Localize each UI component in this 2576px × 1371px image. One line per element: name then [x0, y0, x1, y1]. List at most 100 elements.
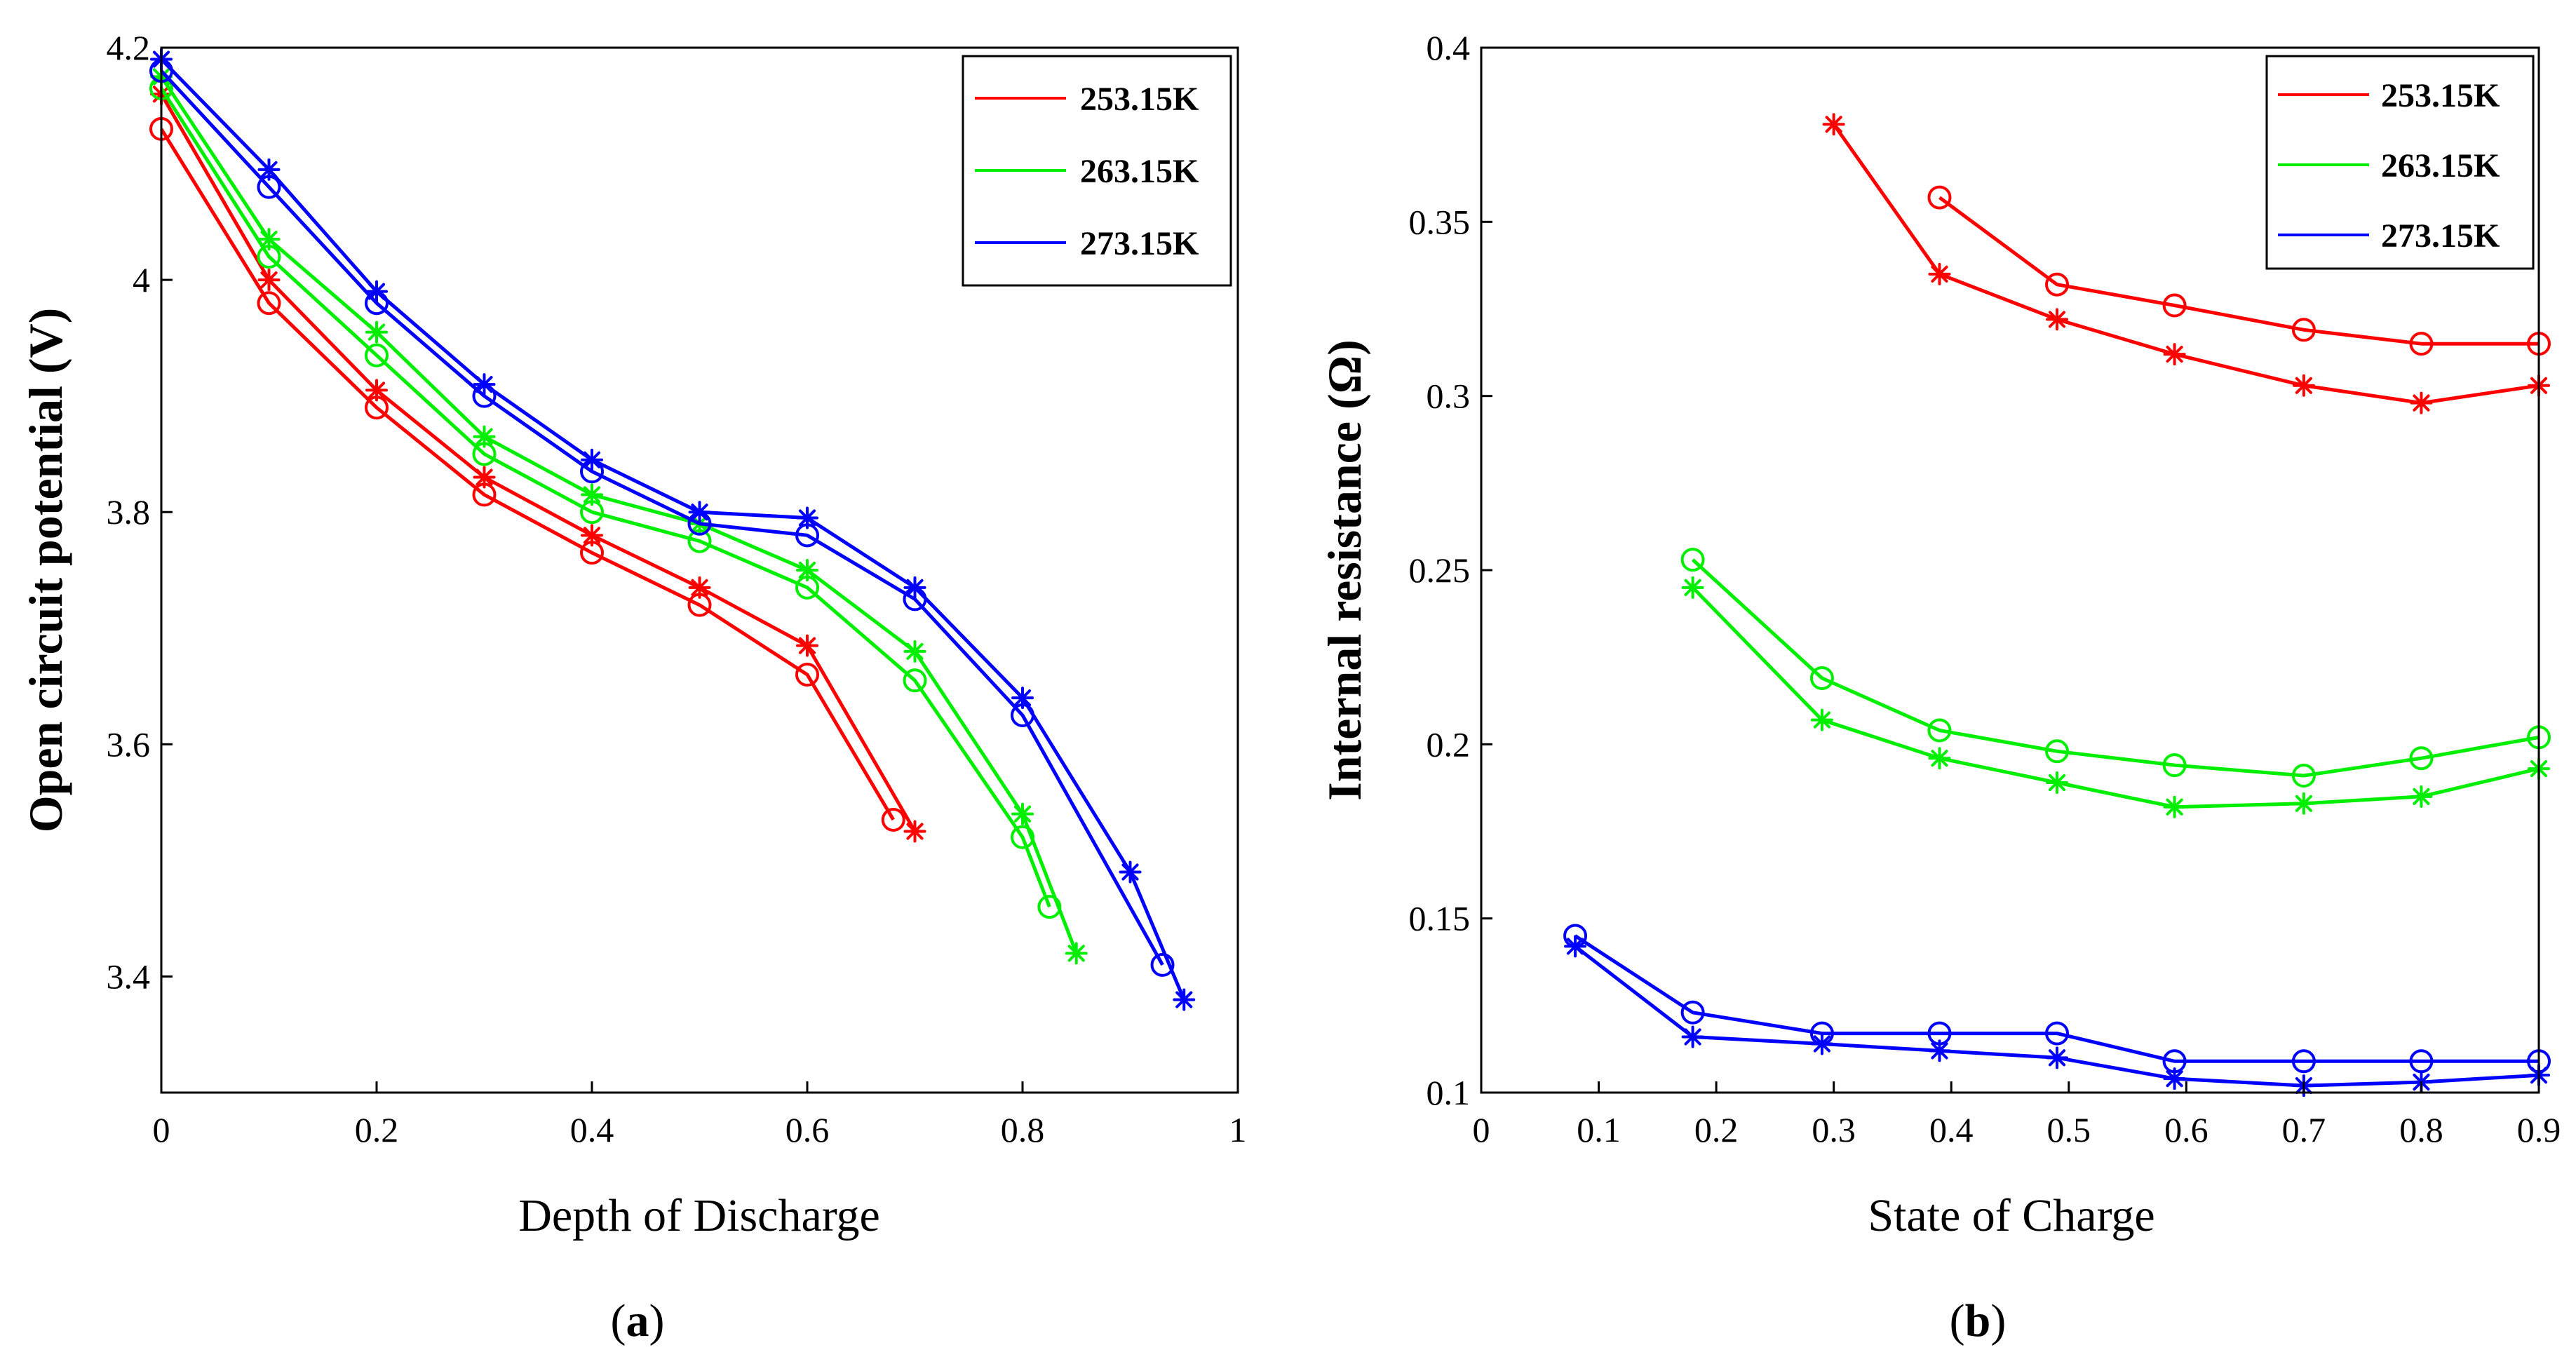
- panel-b-data-point-263-circle: [2291, 764, 2316, 788]
- panel-b-y-tick-label: 0.4: [1427, 28, 1471, 67]
- panel-a-data-point-263-star: [365, 320, 388, 344]
- panel-a-x-tick-label: 0.2: [355, 1110, 399, 1149]
- panel-a-caption-open: (: [611, 1295, 626, 1346]
- panel-a-x-tick-label: 0: [153, 1110, 170, 1149]
- panel-a-data-point-253-circle: [365, 396, 389, 420]
- panel-a-data-point-253-circle: [795, 663, 819, 687]
- panel-a-y-tick-label: 4.2: [107, 28, 151, 67]
- panel-b-data-point-253-star: [2163, 343, 2186, 366]
- panel-a-data-point-253-circle: [472, 482, 497, 507]
- panel-a-y-tick-label: 4: [133, 260, 150, 299]
- panel-a-series-253-circle-line: [159, 128, 895, 821]
- panel-b-data-point-263-circle: [1680, 548, 1705, 572]
- panel-b-data-point-273-star: [1681, 1025, 1704, 1048]
- panel-b-chart: 0 0.1 0.2 0.3 0.4 0.5 0.6 0.7 0.8 0.90.10.150.20.…: [1318, 28, 2561, 1346]
- panel-b-data-point-273-circle: [1680, 1000, 1705, 1025]
- panel-b-x-tick-label: 0: [1473, 1110, 1490, 1149]
- panel-b-data-point-263-circle: [1927, 718, 1952, 743]
- panel-a-data-point-263-circle: [903, 668, 927, 693]
- panel-a-data-point-263-circle: [472, 442, 497, 466]
- panel-a-legend: 253.15K 263.15K 273.15K: [962, 55, 1232, 287]
- panel-a-x-tick-label: 0.8: [1001, 1110, 1045, 1149]
- panel-b-x-tick-label: 0.9: [2517, 1110, 2561, 1149]
- panel-b-series-263-star-line: [1691, 586, 2540, 809]
- panel-a-data-point-263-star: [1065, 942, 1088, 965]
- panel-b-data-point-263-circle: [2162, 753, 2187, 778]
- panel-a-data-point-253-circle: [257, 291, 281, 316]
- panel-a-data-point-273-circle: [795, 523, 819, 548]
- panel-b-data-point-273-circle: [2162, 1049, 2187, 1074]
- panel-b-data-point-273-star: [2163, 1067, 2186, 1090]
- panel-a-series-263-star-line: [159, 76, 1079, 954]
- panel-a-y-axis-title: Open circuit potential (V): [19, 308, 72, 833]
- panel-a-data-point-263-circle: [365, 343, 389, 367]
- panel-a-data-point-263-circle: [1037, 895, 1062, 919]
- panel-a-ticks: 0 0.2 0.4 0.6 0.8 1 3.4 3.6 3.8 4 4.2: [107, 28, 1247, 1149]
- panel-b-data-point-263-star: [2410, 785, 2433, 808]
- panel-b-legend-label-273: 273.15K: [2381, 217, 2500, 255]
- panel-b-y-tick-label: 0.2: [1427, 724, 1471, 764]
- panel-a-data-point-273-circle: [472, 384, 497, 408]
- panel-b-data-point-273-circle: [2409, 1049, 2434, 1074]
- panel-b-data-point-273-circle: [2291, 1049, 2316, 1074]
- panel-a-data-point-273-circle: [903, 587, 927, 612]
- panel-a-data-point-273-circle: [580, 459, 604, 484]
- panel-b-data-point-253-circle: [2162, 293, 2187, 318]
- panel-b-data-point-273-circle: [1927, 1021, 1952, 1046]
- panel-a-series-263-circle-line: [159, 87, 1051, 908]
- panel-b-x-axis-title: State of Charge: [1868, 1190, 2154, 1241]
- panel-a-x-axis-title: Depth of Discharge: [518, 1190, 880, 1241]
- panel-b-data-point-253-circle: [2045, 272, 2070, 297]
- panel-a-legend-label-253: 253.15K: [1080, 81, 1199, 118]
- panel-b-series-layer: [1563, 113, 2551, 1098]
- panel-b-data-point-273-circle: [1809, 1021, 1834, 1046]
- panel-b-y-tick-label: 0.1: [1427, 1073, 1471, 1112]
- panel-a-y-tick-label: 3.6: [107, 724, 151, 764]
- panel-b-legend-box: [2265, 55, 2535, 270]
- panel-b-data-point-263-circle: [1809, 666, 1834, 690]
- panel-b-data-point-263-circle: [2409, 746, 2434, 771]
- panel-a-chart: 0 0.2 0.4 0.6 0.8 1 3.4 3.6 3.8 4 4.2 Depth of Dis…: [19, 28, 1247, 1346]
- panel-a-y-tick-label: 3.8: [107, 492, 151, 532]
- panel-b-y-tick-label: 0.3: [1427, 377, 1471, 416]
- panel-b-data-point-253-star: [2046, 308, 2069, 331]
- panel-b-x-tick-label: 0.2: [1694, 1110, 1739, 1149]
- panel-b-data-point-273-star: [1928, 1039, 1951, 1062]
- panel-b-series-253-circle-line: [1938, 196, 2539, 346]
- panel-b-data-point-253-star: [1928, 262, 1951, 285]
- panel-b-ticks: 0 0.1 0.2 0.3 0.4 0.5 0.6 0.7 0.8 0.90.10.150.20.…: [1409, 28, 2561, 1149]
- panel-a-data-point-263-circle: [1011, 825, 1034, 849]
- panel-b-data-point-263-star: [1928, 747, 1951, 770]
- panel-b-y-axis-title: Internal resistance (Ω): [1318, 339, 1371, 801]
- panel-b-caption-close: ): [1990, 1295, 2006, 1346]
- panel-b-data-point-253-star: [2410, 391, 2433, 414]
- panel-a-data-point-263-circle: [257, 245, 281, 269]
- panel-a-data-point-253-star: [365, 379, 388, 402]
- panel-b-data-point-263-star: [1681, 576, 1704, 599]
- panel-a-data-point-253-circle: [881, 807, 905, 832]
- panel-a-x-tick-label: 0.6: [785, 1110, 830, 1149]
- panel-a-data-point-253-circle: [687, 593, 712, 617]
- panel-a-legend-label-263: 263.15K: [1080, 153, 1199, 190]
- panel-a-data-point-273-star: [1119, 860, 1142, 884]
- panel-b-data-point-253-star: [1822, 113, 1845, 136]
- panel-b-y-tick-label: 0.35: [1409, 202, 1471, 241]
- panel-b-x-tick-label: 0.3: [1812, 1110, 1856, 1149]
- panel-a-y-tick-label: 3.4: [107, 957, 151, 996]
- panel-a-data-point-263-circle: [795, 575, 819, 600]
- panel-a-x-tick-label: 0.4: [570, 1110, 614, 1149]
- panel-a-data-point-253-star: [796, 634, 818, 657]
- panel-b-data-point-273-star: [2046, 1046, 2069, 1069]
- panel-a-data-point-273-circle: [365, 291, 389, 316]
- panel-b-legend: 253.15K 263.15K 273.15K: [2265, 55, 2535, 270]
- panel-a-legend-label-273: 273.15K: [1080, 225, 1199, 262]
- panel-b-data-point-263-circle: [2045, 739, 2070, 764]
- panel-a-data-point-253-star: [903, 820, 926, 843]
- panel-a-x-tick-label: 1: [1229, 1110, 1247, 1149]
- panel-a-series-253-star-line: [159, 93, 917, 832]
- panel-a-caption: (a): [611, 1295, 665, 1346]
- panel-b-data-point-273-circle: [1563, 924, 1588, 948]
- panel-a-data-point-263-star: [903, 640, 926, 663]
